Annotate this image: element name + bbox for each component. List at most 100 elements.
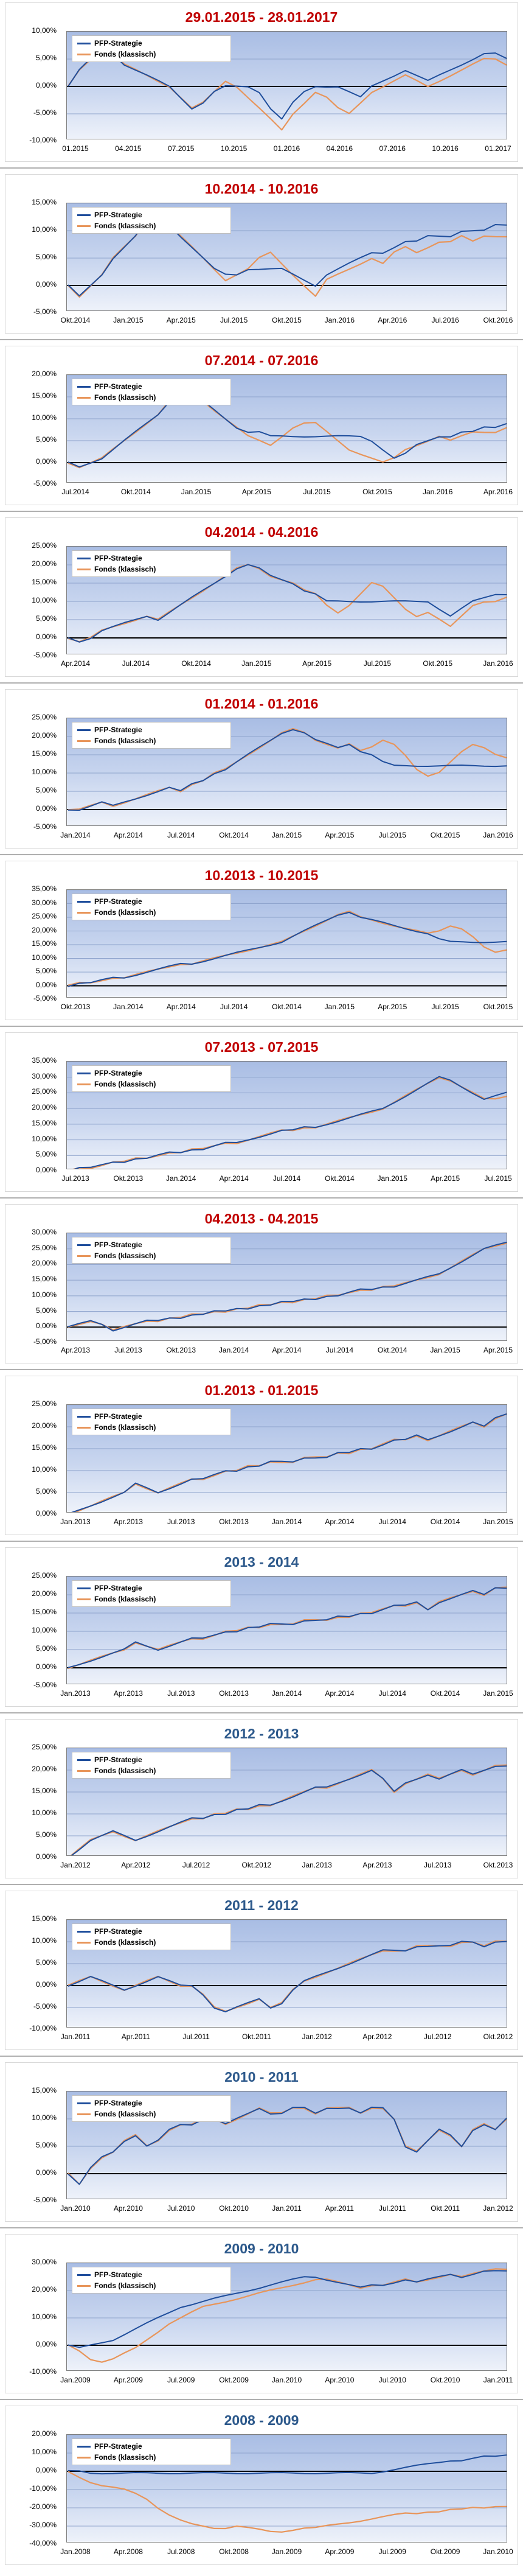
x-tick-label: Okt.2014	[325, 1174, 355, 1183]
legend-swatch-pfp	[77, 1073, 91, 1075]
y-tick-label: 20,00%	[32, 925, 57, 934]
legend-entry-fonds: Fonds (klassisch)	[77, 1765, 156, 1776]
legend: PFP-Strategie Fonds (klassisch)	[72, 2095, 231, 2122]
legend-swatch-pfp	[77, 2274, 91, 2277]
chart-panel: 2008 - 2009 PFP-Strategie Fonds (klassisch…	[5, 2406, 518, 2565]
chart-svg	[67, 1748, 507, 1855]
y-tick-label: 15,00%	[32, 2086, 57, 2095]
x-tick-label: Okt.2009	[430, 2547, 460, 2556]
x-tick-label: Okt.2013	[113, 1174, 144, 1183]
x-tick-label: Apr.2015	[302, 659, 332, 668]
chart-svg	[67, 2091, 507, 2185]
y-tick-label: 10,00%	[32, 2448, 57, 2456]
y-tick-label: 10,00%	[32, 1134, 57, 1143]
x-tick-label: Jan.2014	[218, 1346, 249, 1354]
panel-separator	[0, 1369, 523, 1370]
panel-separator	[0, 339, 523, 340]
x-tick-label: Apr.2014	[272, 1346, 302, 1354]
y-tick-label: 5,00%	[35, 253, 57, 261]
x-tick-label: Jul.2013	[167, 1517, 195, 1526]
legend-entry-fonds: Fonds (klassisch)	[77, 1422, 156, 1433]
y-tick-label: 20,00%	[32, 2285, 57, 2294]
legend-label-pfp: PFP-Strategie	[94, 1584, 142, 1592]
plot-area: PFP-Strategie Fonds (klassisch)	[66, 546, 507, 654]
legend-label-pfp: PFP-Strategie	[94, 39, 142, 47]
legend-label-fonds: Fonds (klassisch)	[94, 393, 156, 402]
y-tick-label: 5,00%	[35, 1306, 57, 1315]
x-tick-label: Jan.2016	[483, 831, 513, 839]
x-tick-label: Jan.2012	[483, 2204, 513, 2213]
y-tick-label: -10,00%	[29, 2367, 57, 2376]
x-tick-label: Jul.2010	[167, 2204, 195, 2213]
x-tick-label: Apr.2012	[121, 1861, 151, 1869]
legend-swatch-pfp	[77, 1759, 91, 1762]
x-tick-label: Apr.2008	[113, 2547, 143, 2556]
legend-entry-fonds: Fonds (klassisch)	[77, 220, 156, 231]
legend-label-pfp: PFP-Strategie	[94, 1927, 142, 1936]
chart-title: 04.2013 - 04.2015	[204, 1211, 319, 1227]
series-line-pfp	[68, 911, 507, 987]
legend-label-pfp: PFP-Strategie	[94, 211, 142, 219]
plot-area: PFP-Strategie Fonds (klassisch)	[66, 889, 507, 998]
x-tick-label: Jan.2010	[483, 2547, 513, 2556]
legend-swatch-pfp	[77, 2446, 91, 2448]
chart-panel: 07.2014 - 07.2016 PFP-Strategie Fonds (kla…	[5, 346, 518, 505]
y-tick-label: 0,00%	[35, 1166, 57, 1174]
legend: PFP-Strategie Fonds (klassisch)	[72, 1237, 231, 1264]
legend-label-pfp: PFP-Strategie	[94, 1412, 142, 1421]
series-line-pfp	[68, 1241, 507, 1332]
y-tick-label: 0,00%	[35, 2340, 57, 2348]
y-tick-label: 5,00%	[35, 967, 57, 975]
y-tick-label: 25,00%	[32, 1399, 57, 1408]
y-tick-label: -5,00%	[33, 1337, 57, 1346]
x-tick-label: Jan.2015	[377, 1174, 407, 1183]
x-tick-label: 07.2016	[379, 144, 406, 153]
y-tick-label: 25,00%	[32, 1571, 57, 1580]
legend: PFP-Strategie Fonds (klassisch)	[72, 2267, 231, 2294]
chart-panel: 04.2014 - 04.2016 PFP-Strategie Fonds (kla…	[5, 517, 518, 677]
legend: PFP-Strategie Fonds (klassisch)	[72, 1065, 231, 1092]
y-tick-label: 20,00%	[32, 1765, 57, 1773]
legend-swatch-fonds	[77, 225, 91, 228]
legend: PFP-Strategie Fonds (klassisch)	[72, 207, 231, 234]
legend-label-pfp: PFP-Strategie	[94, 382, 142, 391]
series-line-fonds	[68, 1940, 507, 2012]
chart-panel: 2010 - 2011 PFP-Strategie Fonds (klassisch…	[5, 2062, 518, 2222]
legend: PFP-Strategie Fonds (klassisch)	[72, 35, 231, 62]
x-tick-label: Apr.2013	[362, 1861, 392, 1869]
legend-entry-pfp: PFP-Strategie	[77, 2269, 142, 2280]
legend-label-pfp: PFP-Strategie	[94, 2270, 142, 2279]
chart-title: 07.2014 - 07.2016	[204, 352, 319, 368]
x-tick-label: Okt.2014	[272, 1003, 302, 1011]
chart-svg	[67, 2263, 507, 2363]
x-tick-label: 10.2016	[432, 144, 459, 153]
legend-swatch-fonds	[77, 1427, 91, 1429]
x-tick-label: Apr.2015	[431, 1174, 460, 1183]
legend-label-pfp: PFP-Strategie	[94, 726, 142, 734]
x-tick-label: Apr.2014	[219, 1174, 249, 1183]
x-tick-label: Jan.2015	[181, 488, 212, 496]
x-tick-label: Jul.2014	[167, 831, 195, 839]
y-tick-label: -5,00%	[33, 479, 57, 488]
y-tick-label: 10,00%	[32, 26, 57, 35]
panel-separator	[0, 511, 523, 512]
x-tick-label: 04.2016	[326, 144, 353, 153]
y-tick-label: -20,00%	[29, 2502, 57, 2511]
y-tick-label: 10,00%	[32, 768, 57, 776]
legend-label-fonds: Fonds (klassisch)	[94, 222, 156, 230]
y-tick-label: 10,00%	[32, 1465, 57, 1474]
chart-svg	[67, 1920, 507, 2013]
y-tick-label: 15,00%	[32, 1275, 57, 1284]
legend: PFP-Strategie Fonds (klassisch)	[72, 550, 231, 577]
x-tick-label: Jul.2016	[431, 316, 459, 324]
legend-entry-pfp: PFP-Strategie	[77, 1754, 142, 1765]
legend-label-pfp: PFP-Strategie	[94, 2099, 142, 2107]
x-tick-label: Jul.2010	[378, 2376, 406, 2384]
chart-panel: 29.01.2015 - 28.01.2017 PFP-Strategie Fond…	[5, 2, 518, 162]
legend-entry-pfp: PFP-Strategie	[77, 381, 142, 392]
plot-area: PFP-Strategie Fonds (klassisch)	[66, 1404, 507, 1513]
x-tick-label: Jul.2014	[272, 1174, 301, 1183]
panel-separator	[0, 682, 523, 684]
x-tick-label: Jul.2013	[61, 1174, 89, 1183]
chart-title: 2012 - 2013	[224, 1726, 299, 1741]
